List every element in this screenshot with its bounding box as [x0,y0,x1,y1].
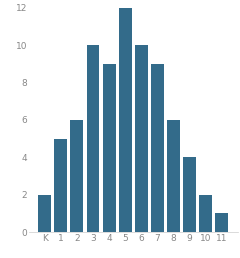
Bar [167,120,180,232]
Bar [38,195,51,232]
Bar [135,45,148,232]
Bar [103,64,115,232]
Bar [119,8,132,232]
Bar [71,120,83,232]
Bar [215,214,228,232]
Bar [151,64,164,232]
Bar [183,157,196,232]
Bar [54,139,67,232]
Bar [199,195,212,232]
Bar [87,45,99,232]
